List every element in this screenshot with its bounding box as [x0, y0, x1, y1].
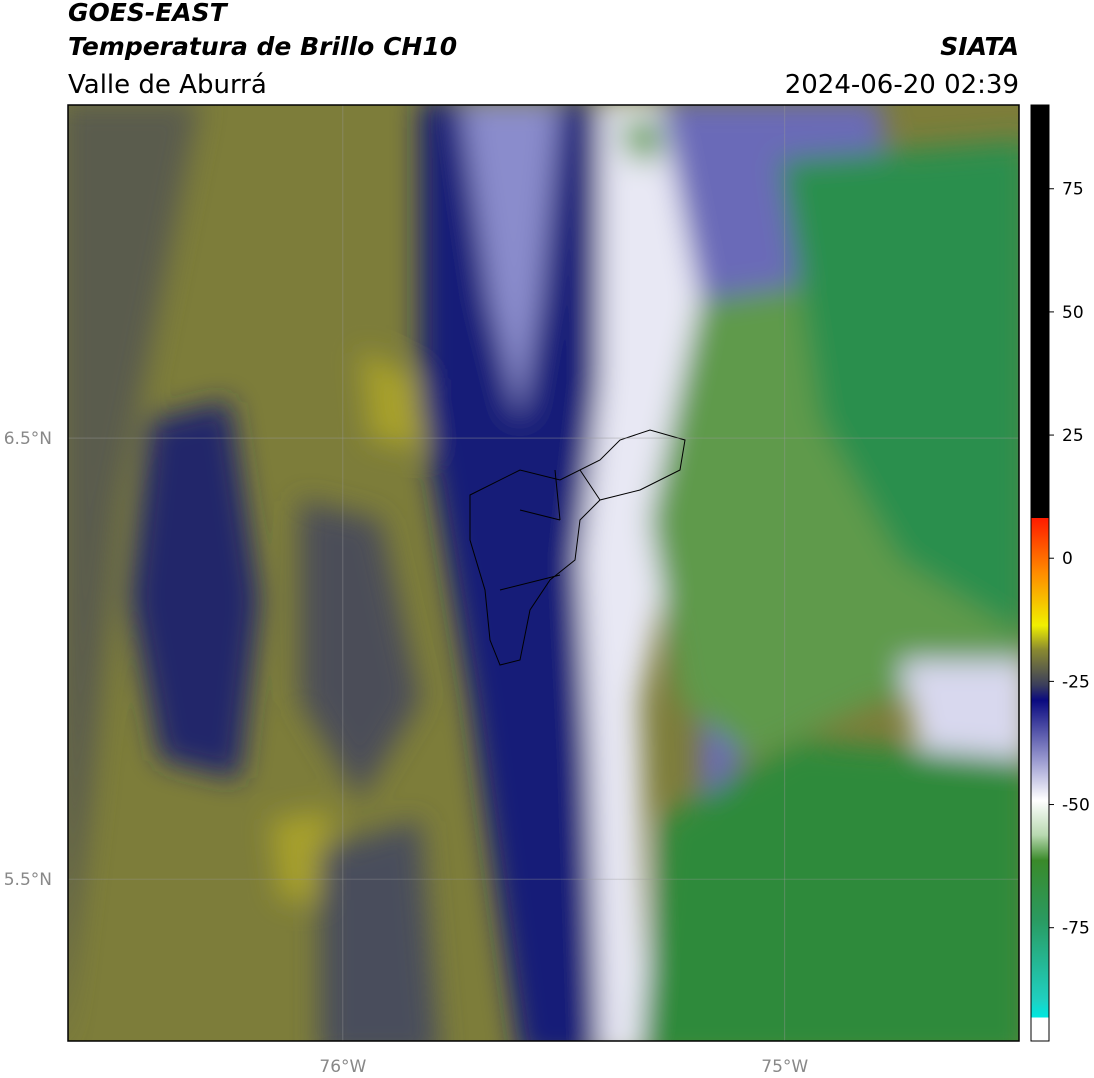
x-tick-label: 75°W	[761, 1057, 808, 1077]
brightness-field	[68, 105, 1019, 1041]
region: Valle de Aburrá	[68, 70, 267, 100]
colorbar	[1030, 104, 1050, 1042]
y-tick-label: 6.5°N	[4, 429, 52, 449]
graticule	[68, 105, 1019, 1041]
colorbar-tick-label: 75	[1062, 180, 1084, 200]
municipality-borders	[469, 429, 686, 666]
x-tick-label: 76°W	[319, 1057, 366, 1077]
source: SIATA	[940, 32, 1019, 61]
colorbar-tick-label: 0	[1062, 549, 1073, 569]
colorbar-tick-label: 50	[1062, 303, 1084, 323]
y-tick-label: 5.5°N	[4, 870, 52, 890]
title: GOES-EAST	[68, 0, 229, 27]
subtitle: Temperatura de Brillo CH10	[68, 32, 457, 61]
datetime: 2024-06-20 02:39	[785, 70, 1019, 100]
colorbar-tick-label: -25	[1062, 672, 1090, 692]
colorbar-tick-label: -50	[1062, 796, 1090, 816]
colorbar-tick-label: 25	[1062, 426, 1084, 446]
colorbar-tick-label: -75	[1062, 919, 1090, 939]
map-frame	[67, 104, 1020, 1042]
